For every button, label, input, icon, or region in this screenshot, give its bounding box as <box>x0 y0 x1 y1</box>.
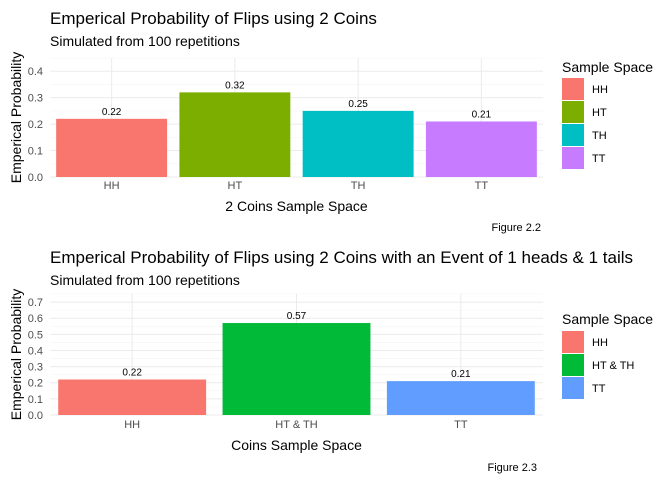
legend-label: HH <box>592 337 608 349</box>
bar-value-label: 0.21 <box>472 109 492 120</box>
y-tick-label: 0.4 <box>28 345 43 357</box>
y-tick-label: 0.1 <box>28 146 43 158</box>
y-tick-label: 0.0 <box>28 410 43 422</box>
y-tick-label: 0.6 <box>28 313 43 325</box>
bar-value-label: 0.32 <box>225 80 245 91</box>
y-tick-label: 0.4 <box>28 66 43 78</box>
chart-subtitle: Simulated from 100 repetitions <box>50 33 240 49</box>
legend-swatch <box>562 354 584 376</box>
legend: Sample Space HH HT TH TT <box>562 59 653 169</box>
y-tick-label: 0.7 <box>28 297 43 309</box>
x-tick-label: HH <box>104 180 120 192</box>
legend-swatch <box>562 377 584 399</box>
legend-title: Sample Space <box>562 59 653 75</box>
legend-swatch <box>562 78 584 100</box>
bar-value-label: 0.57 <box>287 311 307 322</box>
y-tick-label: 0.0 <box>28 172 43 184</box>
bar-tt <box>425 121 537 177</box>
legend-swatch <box>562 124 584 146</box>
x-tick-label: HH <box>124 419 140 431</box>
bar-value-label: 0.21 <box>451 369 471 380</box>
legend-label: HH <box>592 84 608 96</box>
bar-value-label: 0.25 <box>348 99 368 110</box>
y-tick-label: 0.3 <box>28 93 43 105</box>
legend-label: TT <box>592 383 606 395</box>
y-tick-label: 0.5 <box>28 329 43 341</box>
x-tick-label: TH <box>351 180 366 192</box>
y-tick-label: 0.2 <box>28 378 43 390</box>
x-axis-title: Coins Sample Space <box>231 437 362 453</box>
chart-panel-2: Emperical Probability of Flips using 2 C… <box>8 248 653 474</box>
x-tick-label: TT <box>454 419 468 431</box>
y-axis-title: Emperical Probability <box>8 289 24 421</box>
bar-ht-th <box>222 323 371 415</box>
bar-value-label: 0.22 <box>102 107 122 118</box>
x-tick-label: TT <box>475 180 489 192</box>
legend: Sample Space HH HT & TH TT <box>562 311 653 399</box>
bar-hh <box>56 118 168 177</box>
figure-caption: Figure 2.3 <box>487 462 537 474</box>
bar-value-label: 0.22 <box>122 368 142 379</box>
y-tick-label: 0.1 <box>28 394 43 406</box>
chart-title: Emperical Probability of Flips using 2 C… <box>50 248 633 267</box>
y-axis-title: Emperical Probability <box>8 52 24 184</box>
chart-subtitle: Simulated from 100 repetitions <box>50 272 240 288</box>
legend-label: HT <box>592 107 607 119</box>
y-tick-label: 0.2 <box>28 119 43 131</box>
legend-label: HT & TH <box>592 360 634 372</box>
legend-label: TT <box>592 153 606 165</box>
legend-title: Sample Space <box>562 311 653 327</box>
bar-ht <box>179 92 291 177</box>
figure-caption: Figure 2.2 <box>491 222 541 234</box>
bar-hh <box>58 379 207 415</box>
legend-swatch <box>562 101 584 123</box>
x-axis-title: 2 Coins Sample Space <box>225 198 368 214</box>
y-tick-label: 0.3 <box>28 362 43 374</box>
bar-tt <box>386 381 535 415</box>
chart-title: Emperical Probability of Flips using 2 C… <box>50 9 377 28</box>
legend-label: TH <box>592 130 607 142</box>
legend-swatch <box>562 147 584 169</box>
chart-panel-1: Emperical Probability of Flips using 2 C… <box>8 9 653 234</box>
x-tick-label: HT <box>228 180 243 192</box>
bar-th <box>302 110 414 177</box>
x-tick-label: HT & TH <box>275 419 317 431</box>
legend-swatch <box>562 331 584 353</box>
